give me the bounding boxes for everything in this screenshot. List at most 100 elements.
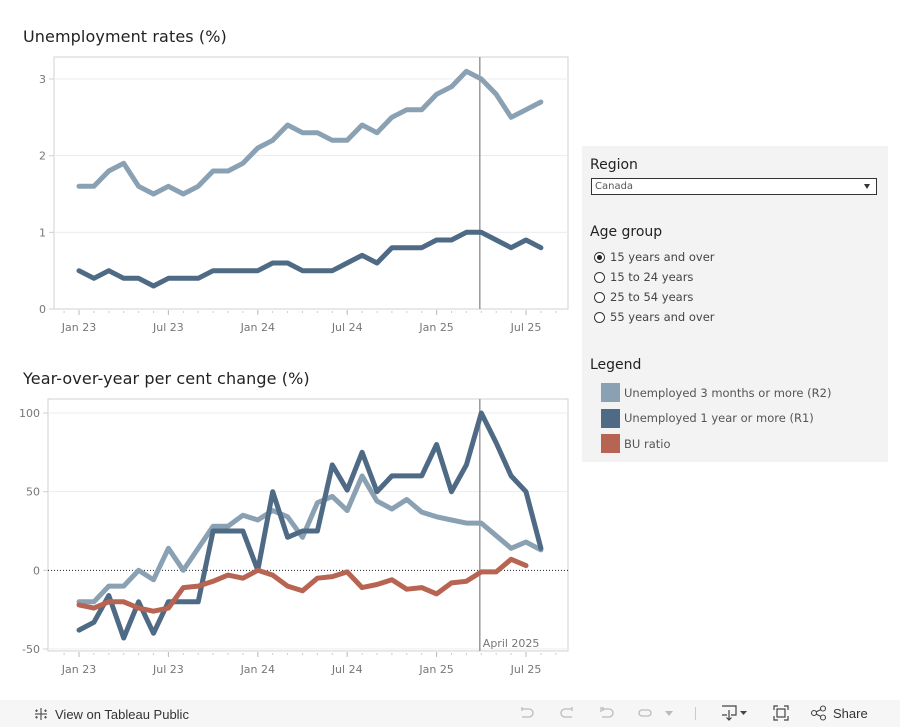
y-tick-label: 100 <box>19 407 40 420</box>
data-point-r2 <box>330 494 335 499</box>
data-point-r1 <box>196 599 201 604</box>
data-point-r1 <box>77 628 82 633</box>
data-point-r2 <box>375 130 380 135</box>
redo-icon[interactable] <box>558 704 576 722</box>
data-point-r1 <box>345 488 350 493</box>
series-line-r2 <box>76 473 544 605</box>
x-tick-label: Jul 24 <box>331 321 363 334</box>
data-point-r2 <box>330 138 335 143</box>
x-tick-label: Jan 23 <box>61 321 96 334</box>
age-group-option[interactable]: 15 years and over <box>594 247 715 267</box>
age-group-option[interactable]: 25 to 54 years <box>594 287 715 307</box>
revert-icon[interactable] <box>598 704 616 722</box>
data-point-bu <box>285 584 290 589</box>
x-tick-label: Jan 24 <box>240 663 275 676</box>
data-point-r2 <box>196 184 201 189</box>
legend-swatch-bu <box>601 434 620 454</box>
share-button[interactable]: Share <box>810 705 868 721</box>
data-point-r1 <box>419 245 424 250</box>
data-point-r1 <box>181 276 186 281</box>
legend-item-bu[interactable]: BU ratio <box>601 431 831 457</box>
x-tick-label: Jul 23 <box>152 663 184 676</box>
data-point-r1 <box>226 529 231 534</box>
data-point-bu <box>479 569 484 574</box>
plot-frame <box>53 56 569 310</box>
age-group-option[interactable]: 55 years and over <box>594 307 715 327</box>
data-point-r1 <box>226 268 231 273</box>
chart-title-unemployment-rates: Unemployment rates (%) <box>23 27 227 46</box>
data-point-r1 <box>330 462 335 467</box>
data-point-r1 <box>151 631 156 636</box>
data-point-r2 <box>479 521 484 526</box>
undo-icon[interactable] <box>518 704 536 722</box>
data-point-bu <box>255 568 260 573</box>
data-point-r2 <box>211 169 216 174</box>
data-point-r1 <box>91 620 96 625</box>
x-tick-label: Jul 25 <box>510 321 542 334</box>
region-dropdown[interactable]: Canada <box>591 178 877 195</box>
tableau-toolbar: View on Tableau Public Share <box>0 700 900 727</box>
data-point-r1 <box>389 473 394 478</box>
data-point-bu <box>389 577 394 582</box>
data-point-r2 <box>106 584 111 589</box>
share-icon <box>810 705 827 721</box>
legend-label: Unemployed 3 months or more (R2) <box>624 385 832 400</box>
x-tick-label: Jan 23 <box>61 663 96 676</box>
data-point-r2 <box>479 77 484 82</box>
pause-dropdown-icon[interactable] <box>664 710 674 718</box>
data-point-r2 <box>494 92 499 97</box>
data-point-bu <box>166 606 171 611</box>
radio-unselected-icon <box>594 291 605 303</box>
legend-item-r2[interactable]: Unemployed 3 months or more (R2) <box>601 380 831 406</box>
data-point-r2 <box>434 514 439 519</box>
data-point-r1 <box>375 489 380 494</box>
data-point-r2 <box>389 506 394 511</box>
age-group-option-label: 25 to 54 years <box>610 290 694 304</box>
download-icon[interactable] <box>720 704 750 722</box>
data-point-r1 <box>240 529 245 534</box>
data-point-r1 <box>136 599 141 604</box>
data-point-r1 <box>479 411 484 416</box>
y-tick-label: 50 <box>26 486 40 499</box>
age-group-option-label: 15 years and over <box>610 250 715 264</box>
data-point-r2 <box>166 546 171 551</box>
data-point-r2 <box>345 508 350 513</box>
legend-item-r1[interactable]: Unemployed 1 year or more (R1) <box>601 406 831 432</box>
data-point-r2 <box>255 517 260 522</box>
fullscreen-icon[interactable] <box>772 704 790 722</box>
data-point-r1 <box>106 268 111 273</box>
data-point-r1 <box>240 268 245 273</box>
data-point-r2 <box>524 107 529 112</box>
data-point-r2 <box>419 510 424 515</box>
data-point-bu <box>226 573 231 578</box>
view-on-tableau-public-link[interactable]: View on Tableau Public <box>33 706 189 722</box>
data-point-bu <box>345 569 350 574</box>
data-point-r1 <box>538 546 543 551</box>
data-point-bu <box>196 584 201 589</box>
x-tick-label: Jan 25 <box>418 321 453 334</box>
data-point-r1 <box>404 473 409 478</box>
data-point-r1 <box>419 473 424 478</box>
data-point-bu <box>315 576 320 581</box>
data-point-r1 <box>255 268 260 273</box>
data-point-bu <box>91 606 96 611</box>
refresh-icon[interactable] <box>636 704 654 722</box>
age-group-filter-label: Age group <box>590 224 663 240</box>
data-point-r1 <box>538 245 543 250</box>
data-point-bu <box>151 609 156 614</box>
chart-title-yoy-change: Year-over-year per cent change (%) <box>23 369 310 388</box>
data-point-r1 <box>449 238 454 243</box>
age-group-option[interactable]: 15 to 24 years <box>594 267 715 287</box>
data-point-bu <box>211 579 216 584</box>
data-point-r1 <box>464 462 469 467</box>
data-point-bu <box>121 599 126 604</box>
data-point-r2 <box>375 499 380 504</box>
data-point-r1 <box>524 489 529 494</box>
data-point-r1 <box>315 529 320 534</box>
x-tick-label: Jul 24 <box>331 663 363 676</box>
data-point-r2 <box>285 123 290 128</box>
data-point-r1 <box>360 253 365 258</box>
data-point-r2 <box>270 138 275 143</box>
y-tick-label: 0 <box>33 564 40 577</box>
data-point-r2 <box>300 130 305 135</box>
